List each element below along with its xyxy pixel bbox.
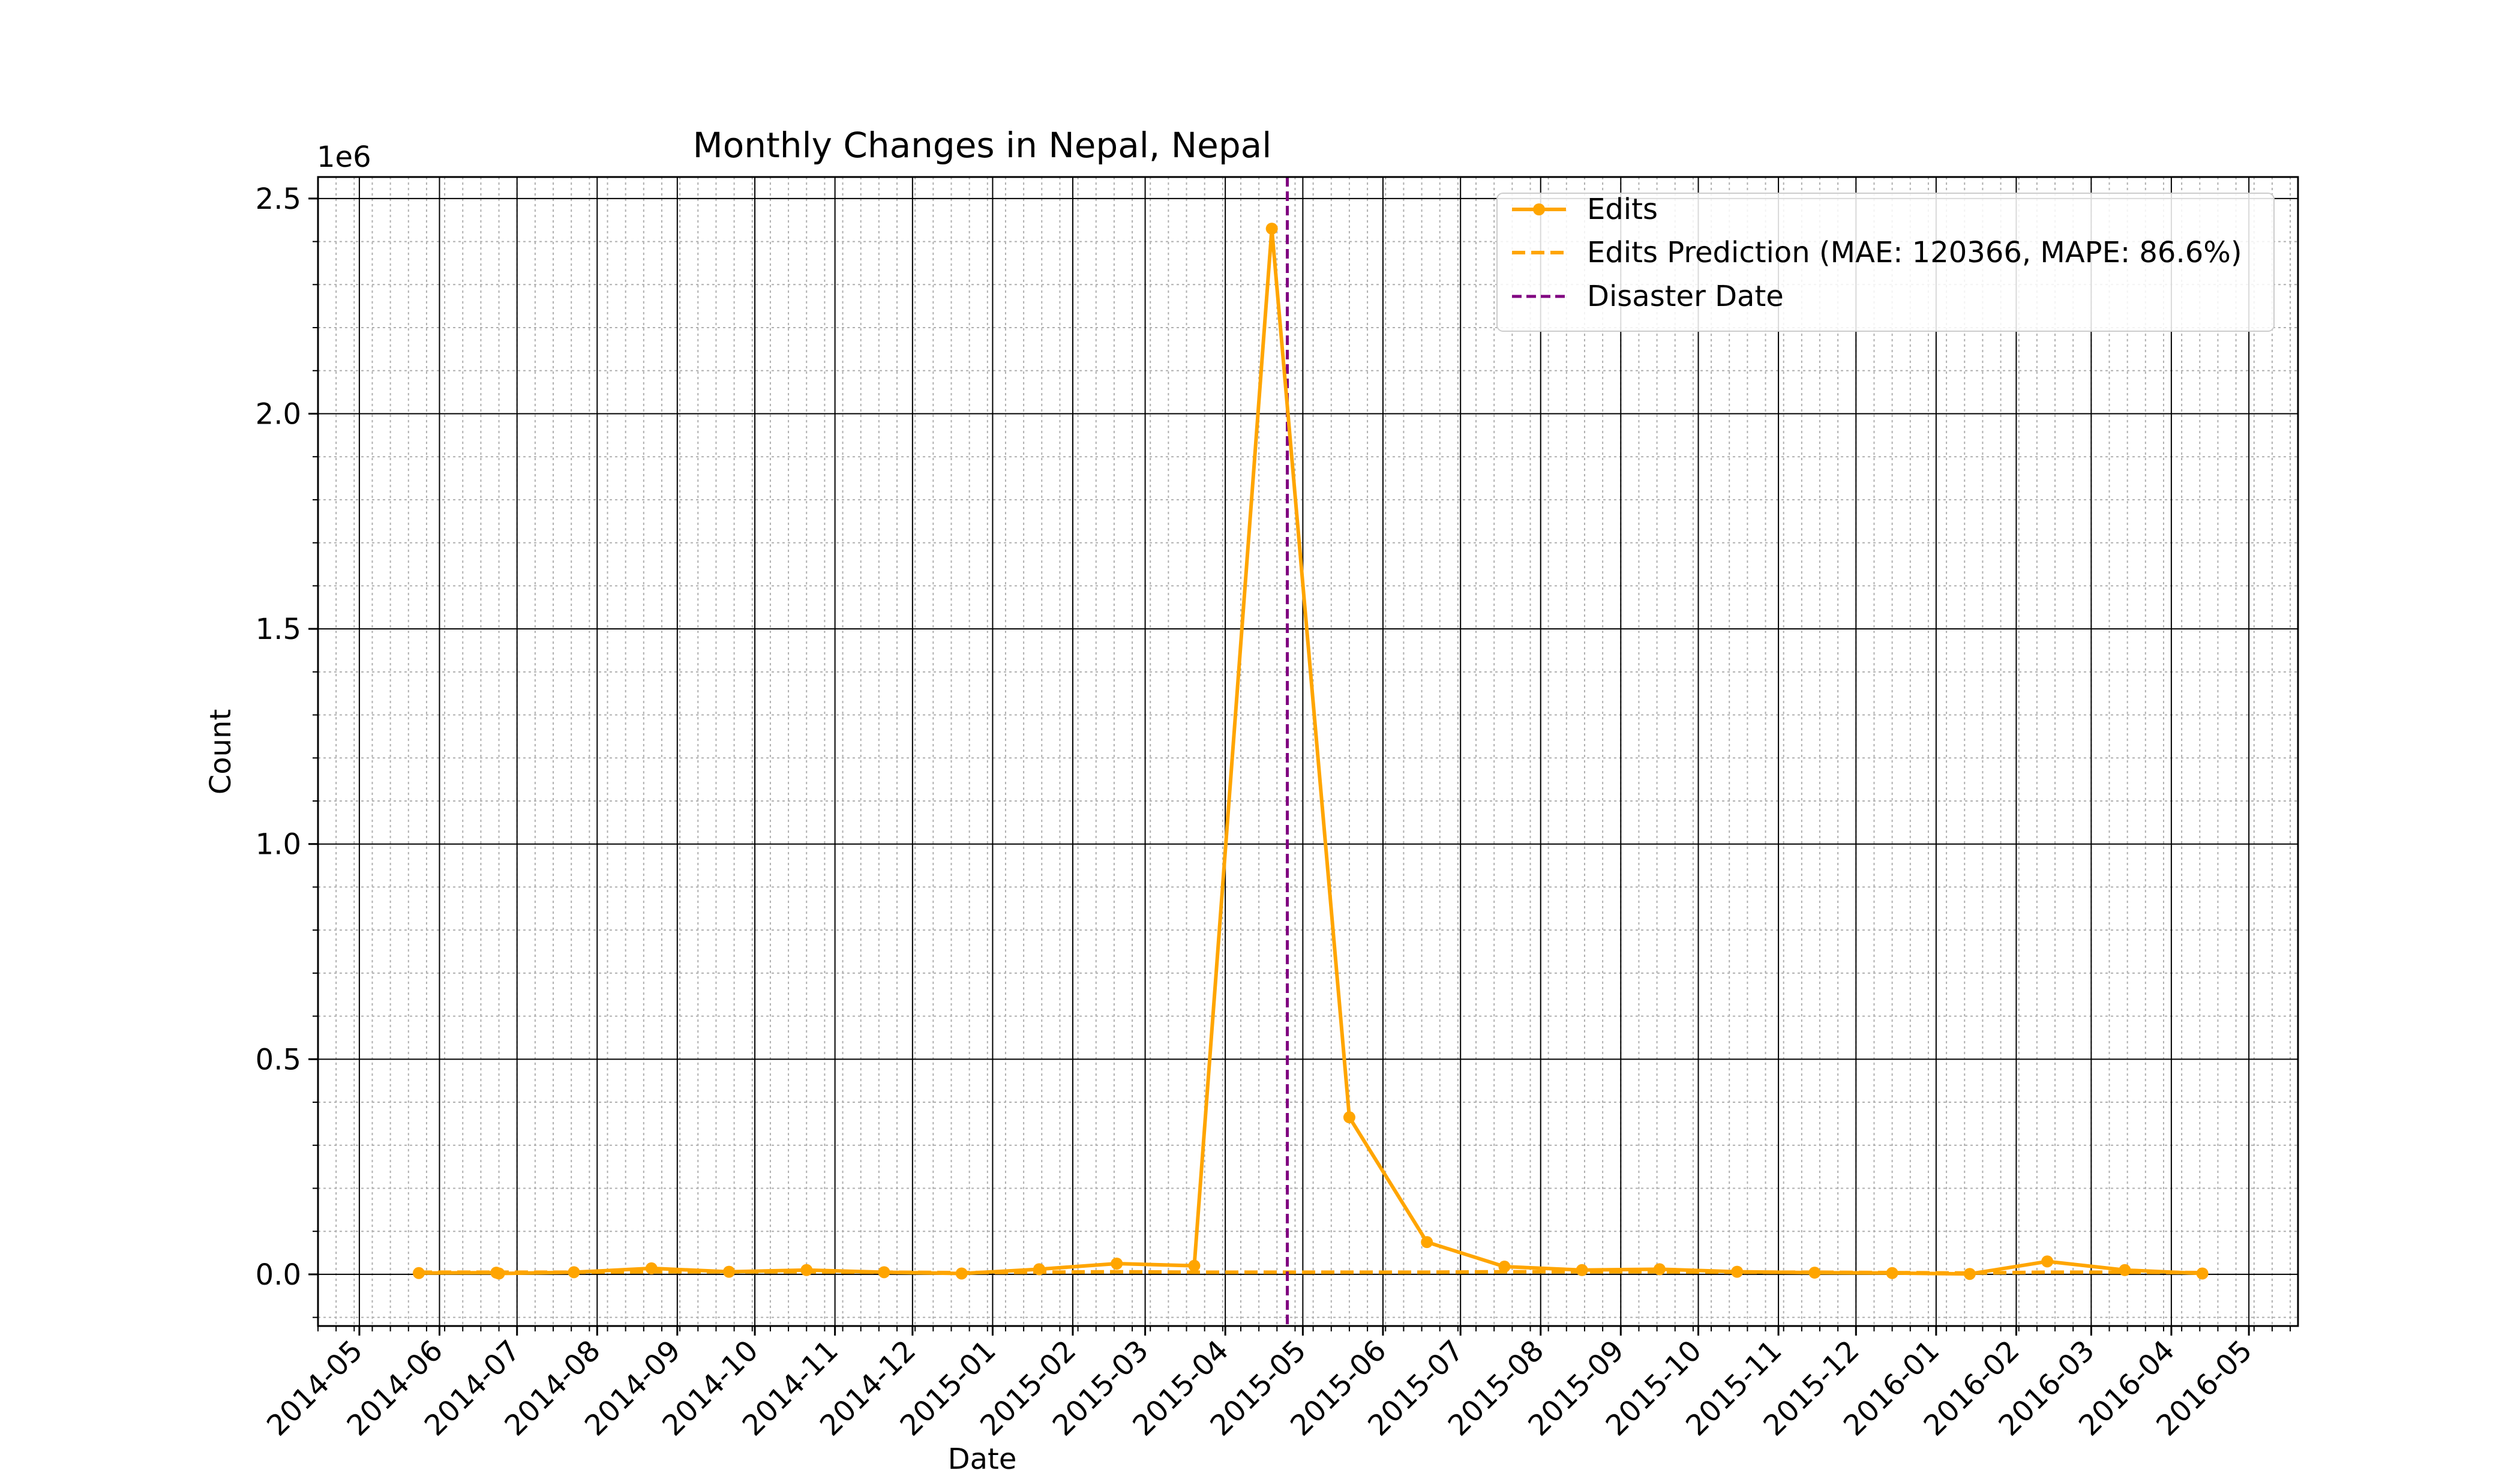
edits-point (1731, 1265, 1744, 1278)
edits-point (1576, 1264, 1588, 1276)
y-tick-label: 1.0 (256, 828, 301, 862)
plot-frame (317, 176, 2299, 1327)
chart-title: Monthly Changes in Nepal, Nepal (693, 125, 1272, 166)
edits-point (2041, 1255, 2054, 1268)
edits-point (1265, 223, 1278, 235)
y-axis-offset-label: 1e6 (317, 140, 371, 174)
edits-point (1343, 1111, 1355, 1124)
edits-point (2119, 1264, 2131, 1276)
edits-point (413, 1267, 425, 1279)
y-tick-label: 1.5 (256, 613, 301, 646)
edits-point (1963, 1268, 1976, 1280)
legend-edits-marker (1533, 203, 1545, 215)
edits-point (1886, 1267, 1898, 1279)
series (413, 177, 2209, 1326)
edits-point (1188, 1259, 1201, 1272)
legend-box (1496, 193, 2275, 332)
legend-prediction-label: Edits Prediction (MAE: 120366, MAPE: 86.… (1587, 236, 2242, 269)
y-axis-label: Count (204, 709, 238, 795)
edits-point (645, 1262, 658, 1274)
edits-point (2196, 1267, 2209, 1280)
edits-point (878, 1266, 890, 1279)
y-tick-label: 2.5 (256, 182, 301, 216)
edits-point (722, 1265, 735, 1278)
edits-point (1033, 1263, 1045, 1276)
edits-point (800, 1264, 813, 1276)
edits-point (955, 1267, 968, 1280)
x-axis-label: Date (948, 1442, 1017, 1470)
edits-point (1808, 1267, 1821, 1279)
legend: Edits Edits Prediction (MAE: 120366, MAPE… (1496, 193, 2275, 332)
edits-point (1111, 1258, 1123, 1270)
y-tick-label: 0.5 (256, 1043, 301, 1076)
edits-point (1498, 1261, 1511, 1273)
legend-edits-label: Edits (1587, 193, 1658, 226)
edits-point (1421, 1236, 1433, 1249)
edits-point (1653, 1263, 1666, 1276)
y-tick-label: 2.0 (256, 397, 301, 431)
legend-disaster-label: Disaster Date (1587, 280, 1784, 313)
edits-point (568, 1266, 580, 1279)
grid (317, 177, 2298, 1326)
edits-point (493, 1267, 505, 1280)
y-tick-label: 0.0 (256, 1258, 301, 1292)
